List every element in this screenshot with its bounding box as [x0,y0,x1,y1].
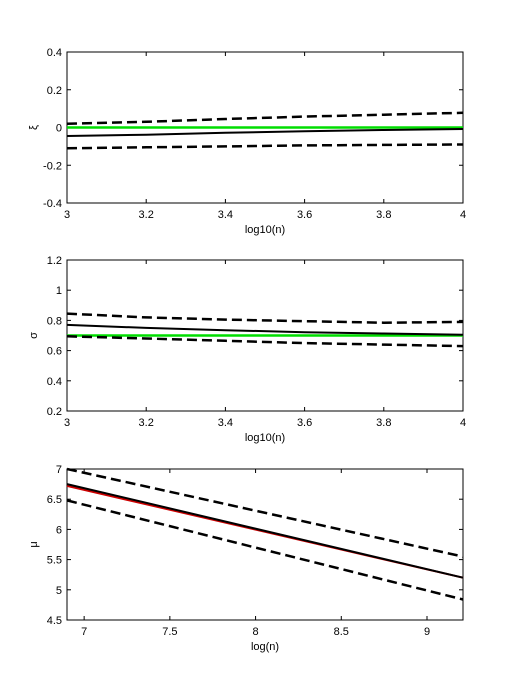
x-tick-label: 3.6 [297,209,312,221]
y-tick-label: 5 [56,585,62,597]
y-tick-label: 0.2 [47,85,62,97]
y-tick-label: 6.5 [47,494,62,506]
y-axis-label: μ [28,541,40,547]
x-axis-label: log10(n) [245,432,285,444]
y-tick-label: 1.2 [47,255,62,267]
chart-panel-3: 7 7.5 8 8.5 9 4.5 5 5.5 6 6.5 7 log(n) μ [28,464,464,653]
series-line-2 [66,323,464,336]
y-tick-label: 0 [56,123,62,135]
x-tick-label: 8.5 [334,626,349,638]
confidence-bound-line-3 [66,111,464,125]
y-tick-label: 0.2 [47,406,62,418]
confidence-bound-line-4 [66,143,464,150]
x-tick-label: 3.2 [139,209,154,221]
x-tick-label: 3 [64,209,70,221]
y-tick-label: 0.4 [47,47,62,59]
y-tick-label: 7 [56,464,62,476]
x-tick-label: 9 [424,626,430,638]
x-tick-label: 3.4 [218,417,233,429]
series-line-2 [66,128,464,137]
x-tick-label: 3.2 [139,417,154,429]
x-tick-label: 4 [460,209,466,221]
y-tick-label: 0.4 [47,376,62,388]
confidence-bound-line-4 [66,335,464,348]
x-tick-label: 4 [460,417,466,429]
confidence-bound-line-3 [66,467,464,558]
confidence-bound-line-3 [66,312,464,324]
confidence-bound-line-4 [66,499,464,601]
y-tick-label: 6 [56,524,62,536]
y-tick-label: 4.5 [47,615,62,627]
x-tick-label: 3.8 [376,209,391,221]
y-tick-label: 1 [56,285,62,297]
y-tick-label: 5.5 [47,555,62,567]
x-tick-label: 3.6 [297,417,312,429]
x-tick-label: 7 [81,626,87,638]
x-axis-label: log10(n) [245,224,285,236]
y-tick-label: 0.6 [47,346,62,358]
chart-panel-2: 3 3.2 3.4 3.6 3.8 4 0.2 0.4 0.6 0.8 1 1.2 log10(n) σ [28,255,466,444]
series-line-2 [66,483,464,579]
x-tick-label: 3.8 [376,417,391,429]
x-tick-label: 8 [253,626,259,638]
y-tick-label: 0.8 [47,315,62,327]
x-axis-label: log(n) [251,641,279,653]
plot-area [66,468,464,621]
x-tick-label: 3 [64,417,70,429]
y-axis-label: σ [28,332,40,339]
x-tick-label: 7.5 [162,626,177,638]
y-axis-label: ξ [28,125,40,130]
chart-panel-1: 3 3.2 3.4 3.6 3.8 4 -0.4 -0.2 0 0.2 0.4 log10(n) ξ [28,47,466,236]
y-tick-label: -0.4 [43,198,62,210]
x-tick-label: 3.4 [218,209,233,221]
y-tick-label: -0.2 [43,160,62,172]
